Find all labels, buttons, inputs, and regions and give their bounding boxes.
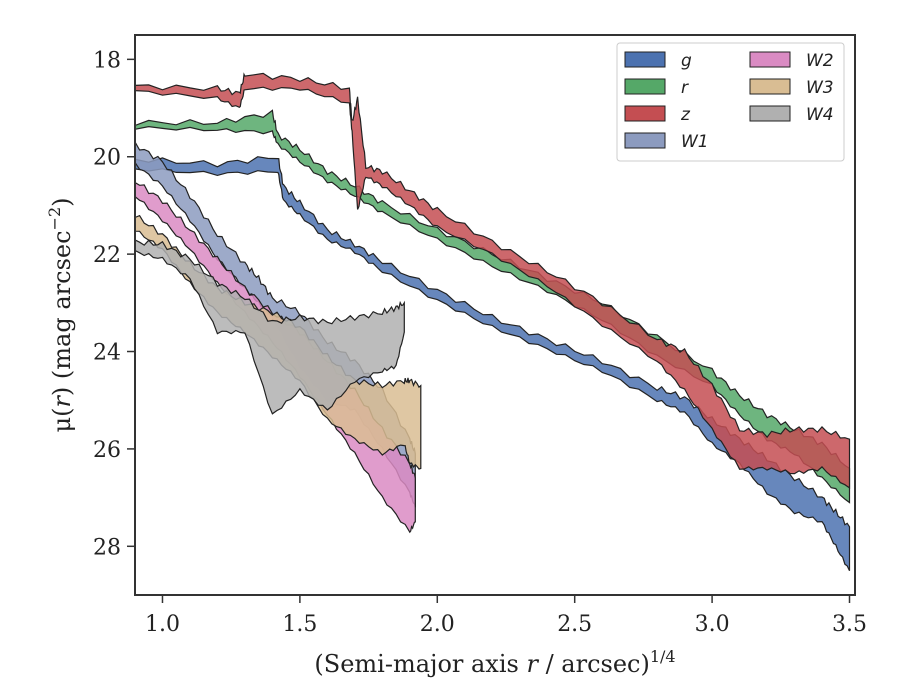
y-tick-label: 18 [93,48,121,73]
x-tick-label: 1.5 [282,612,317,637]
x-tick-label: 3.5 [832,612,867,637]
legend-box [616,42,845,162]
band-g [135,156,851,571]
band-W4 [135,239,405,415]
legend-label-z: z [680,105,691,125]
legend: grz W1 W2 W3 W4 [616,42,845,162]
legend-swatch-W2 [749,51,791,68]
x-axis: 1.0 1.5 2.0 2.5 3.0 3.5 [145,595,867,637]
y-tick-label: 22 [93,243,121,268]
plot-frame [134,34,856,596]
legend-swatch-z [624,105,666,122]
legend-label-g: g [681,51,692,71]
series-layer [135,72,851,571]
legend-label-W3: W3 [806,78,834,98]
band-z [135,72,851,490]
legend-label-W4: W4 [806,105,834,125]
x-tick-label: 2.5 [557,612,592,637]
y-axis-label: μ(r) (mag arcsec−2) [45,197,76,432]
x-tick-label: 1.0 [145,612,180,637]
x-tick-label: 2.0 [420,612,455,637]
x-axis-label: (Semi-major axis r / arcsec)1/4 [314,647,675,678]
legend-swatch-W3 [749,78,791,95]
legend-swatch-W1 [624,132,666,149]
legend-swatch-W4 [749,105,791,122]
y-tick-label: 20 [93,146,121,171]
legend-swatch-r [624,78,666,95]
y-tick-label: 26 [93,438,121,463]
x-tick-label: 3.0 [695,612,730,637]
legend-label-r: r [681,78,689,98]
y-axis: 18 20 22 24 26 28 [93,48,135,560]
legend-label-W2: W2 [806,51,834,71]
legend-label-W1: W1 [681,132,709,152]
y-tick-label: 24 [93,341,121,366]
legend-swatch-g [624,51,666,68]
y-tick-label: 28 [93,535,121,560]
